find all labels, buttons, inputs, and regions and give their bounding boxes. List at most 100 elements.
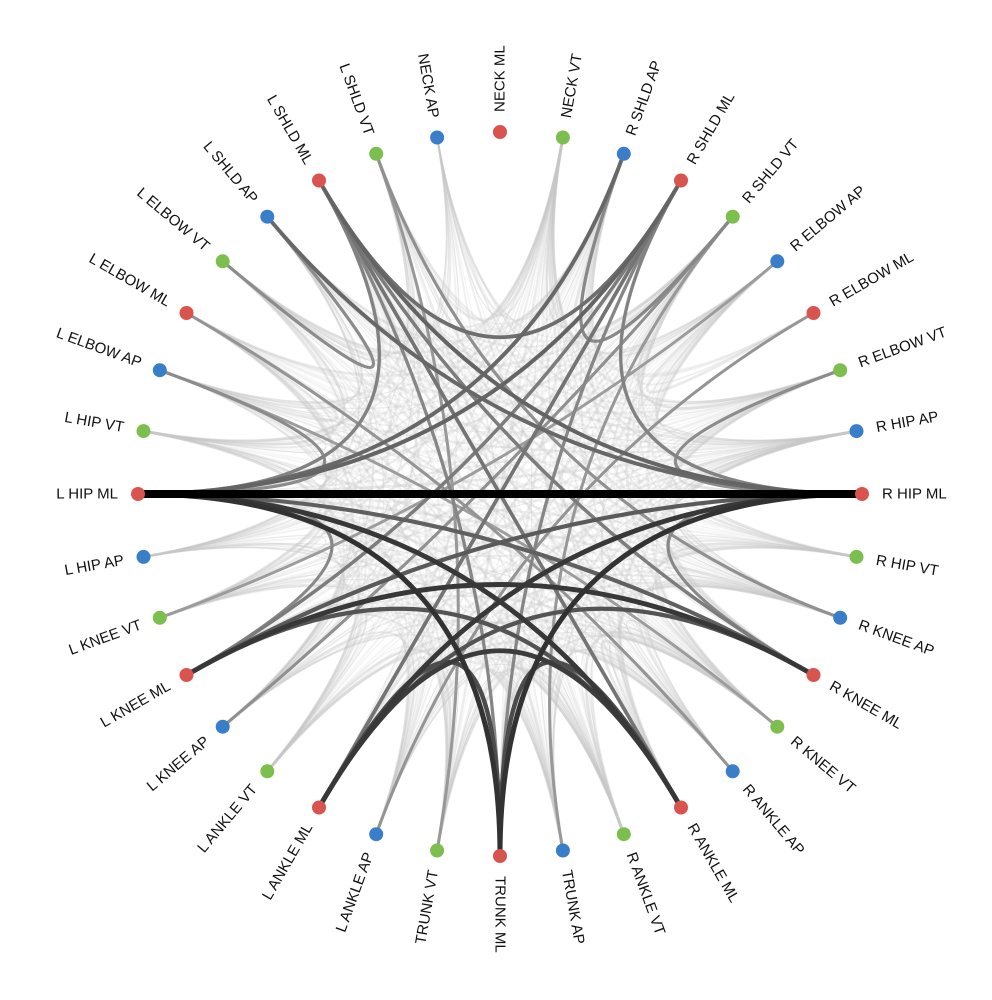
label-r-knee-ap: R KNEE AP [856, 617, 936, 660]
background-link [375, 216, 734, 835]
background-link [652, 574, 841, 728]
background-link [375, 153, 734, 772]
background-link [159, 369, 564, 851]
background-link [266, 645, 626, 835]
link-l-shld-vt-r-knee-ap [374, 152, 842, 620]
background-link [159, 369, 411, 835]
background-link [600, 216, 734, 808]
background-link [266, 632, 734, 772]
background-link [159, 369, 857, 454]
background-link [632, 216, 814, 386]
background-link [159, 260, 778, 415]
node-l-knee-ap [215, 719, 230, 734]
node-r-hip-vt [849, 549, 864, 564]
node-l-shld-vt [369, 146, 384, 161]
background-link [159, 369, 363, 772]
node-l-knee-vt [152, 610, 167, 625]
background-link [266, 216, 452, 851]
background-link [375, 631, 778, 835]
background-link [590, 545, 857, 835]
background-link [374, 153, 734, 343]
background-link [266, 216, 778, 369]
background-link [375, 153, 564, 851]
background-link [591, 430, 857, 835]
label-r-hip-vt: R HIP VT [875, 552, 940, 580]
background-link [159, 430, 857, 619]
background-link [221, 260, 626, 835]
node-r-knee-ml [806, 668, 821, 682]
background-link [222, 620, 374, 772]
background-link [436, 137, 734, 339]
background-link [159, 369, 448, 851]
strong-links [134, 151, 866, 859]
background-link [222, 609, 778, 728]
background-link [618, 429, 857, 809]
background-link [143, 260, 345, 558]
link-trunk-ap-r-shld-vt [548, 215, 735, 852]
link-l-hip-ml-r-shld-ml [136, 178, 683, 496]
background-link [375, 137, 459, 321]
background-link [639, 430, 857, 772]
background-link [545, 137, 682, 808]
background-link [616, 581, 841, 809]
background-link [655, 260, 857, 558]
background-link [221, 137, 565, 355]
background-link [143, 430, 409, 835]
background-link [143, 546, 448, 851]
background-link [222, 216, 375, 728]
background-link [375, 137, 564, 835]
background-link [159, 369, 349, 728]
background-link [436, 137, 857, 558]
node-l-elbow-ml [179, 306, 194, 320]
background-link [435, 633, 779, 851]
node-r-elbow-ap [770, 254, 785, 269]
background-link [222, 631, 416, 835]
background-link [639, 215, 857, 559]
background-link [143, 546, 409, 835]
label-l-ankle-ml: L ANKLE ML [259, 821, 316, 903]
background-link [590, 153, 841, 404]
background-link [221, 260, 375, 773]
label-r-knee-ml: R KNEE ML [827, 678, 906, 733]
label-r-elbow-ap: R ELBOW AP [787, 183, 869, 256]
background-link [541, 667, 625, 851]
node-l-elbow-vt [215, 254, 230, 269]
link-l-hip-ml-trunk-ml [135, 491, 503, 859]
label-r-ankle-ml: R ANKLE ML [684, 821, 743, 906]
background-link [651, 368, 841, 728]
label-l-hip-ml: L HIP ML [56, 486, 118, 503]
background-link [318, 137, 564, 808]
background-link [584, 630, 779, 835]
background-link [143, 153, 410, 443]
background-link [625, 215, 779, 728]
label-l-elbow-vt: L ELBOW VT [133, 184, 212, 255]
node-r-ankle-vt [616, 827, 631, 842]
background-link [266, 216, 734, 356]
background-link [652, 260, 841, 414]
node-r-shld-ap [616, 146, 631, 161]
node-l-shld-ap [260, 209, 275, 224]
background-link [143, 429, 328, 620]
background-link [143, 260, 346, 446]
background-link [589, 368, 841, 835]
background-link [143, 137, 448, 442]
background-link [159, 260, 348, 414]
link-l-elbow-ml-r-ankle-ap [185, 311, 735, 773]
background-link [222, 153, 415, 728]
background-link [159, 578, 364, 773]
background-link [589, 153, 841, 619]
background-link [143, 429, 448, 851]
node-neck-ml [493, 125, 507, 139]
background-link [591, 153, 857, 442]
background-link [221, 260, 841, 415]
label-r-hip-ml: R HIP ML [882, 486, 947, 503]
background-link [374, 153, 841, 405]
label-l-knee-ap: L KNEE AP [144, 733, 213, 795]
background-link [143, 546, 564, 851]
label-l-elbow-ap: L ELBOW AP [54, 325, 144, 372]
link-r-shld-ml-l-knee-ml [184, 178, 683, 677]
background-link [436, 671, 564, 851]
label-l-knee-vt: L KNEE VT [67, 617, 144, 659]
label-r-elbow-ml: R ELBOW ML [827, 249, 917, 311]
background-link [632, 216, 815, 676]
